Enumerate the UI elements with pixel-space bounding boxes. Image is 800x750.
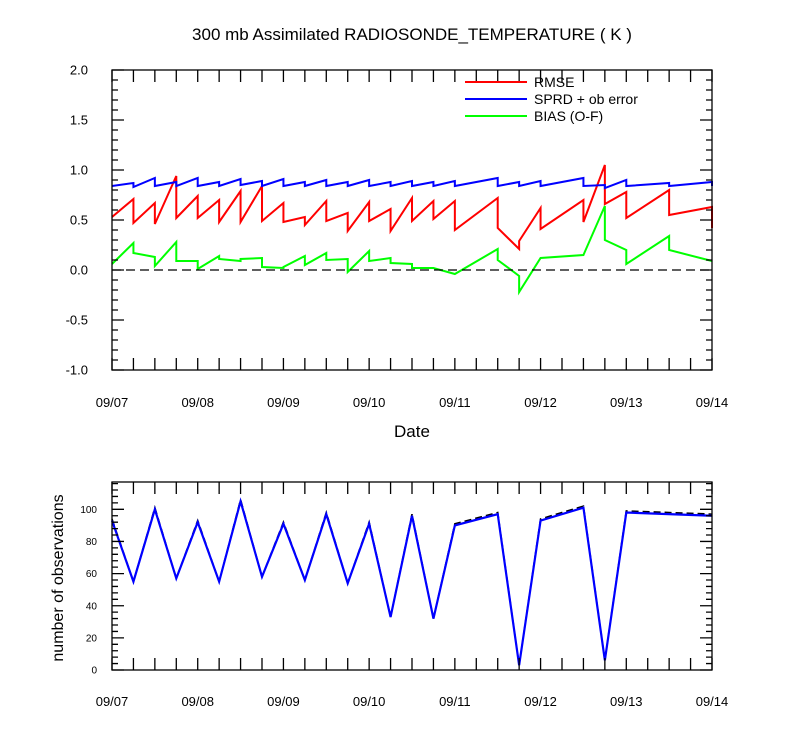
tick-marks xyxy=(111,69,713,371)
x-tick-labels: 09/07 09/08 09/09 09/10 09/11 09/12 09/13 09/14 xyxy=(96,395,729,410)
y-tick-label: 20 xyxy=(86,633,98,644)
y-tick-label: 1.5 xyxy=(70,113,88,128)
x-tick-label: 09/12 xyxy=(524,395,557,410)
axis-ticks xyxy=(111,69,713,371)
x-tick-label: 09/10 xyxy=(353,694,386,709)
x-tick-label: 09/09 xyxy=(267,694,300,709)
series-line-bias-o-f xyxy=(111,205,713,296)
tick-marks xyxy=(111,482,713,671)
y-tick-label: 40 xyxy=(86,601,98,612)
y-tick-label: -1.0 xyxy=(66,363,88,378)
x-tick-label: 09/14 xyxy=(696,694,729,709)
y-tick-label: 1.0 xyxy=(70,163,88,178)
x-tick-label: 09/08 xyxy=(181,395,214,410)
x-tick-label: 09/14 xyxy=(696,395,729,410)
series-line-rmse xyxy=(111,164,713,252)
rmse-panel: 300 mb Assimilated RADIOSONDE_TEMPERATUR… xyxy=(66,25,729,441)
y-tick-label: 0.0 xyxy=(70,263,88,278)
x-tick-label: 09/13 xyxy=(610,395,643,410)
x-tick-label: 09/13 xyxy=(610,694,643,709)
series-line-possible xyxy=(111,496,713,666)
legend-label: SPRD + ob error xyxy=(534,91,638,107)
series-layer xyxy=(111,164,713,296)
x-axis-label: Date xyxy=(394,422,430,441)
y-tick-label: 0.5 xyxy=(70,213,88,228)
legend-label: RMSE xyxy=(534,74,574,90)
series-line-sprd-ob-error xyxy=(111,176,713,190)
y-tick-labels: 0 20 40 60 80 100 xyxy=(80,505,97,677)
y-tick-label: -0.5 xyxy=(66,313,88,328)
plot-frame xyxy=(111,481,713,671)
chart-title: 300 mb Assimilated RADIOSONDE_TEMPERATUR… xyxy=(192,25,632,44)
y-tick-label: 60 xyxy=(86,569,98,580)
x-tick-label: 09/11 xyxy=(439,395,471,410)
x-tick-label: 09/12 xyxy=(524,694,557,709)
series-layer xyxy=(110,496,713,666)
series-line-used xyxy=(110,497,713,666)
x-tick-labels: 09/07 09/08 09/09 09/10 09/11 09/12 09/13 09/14 xyxy=(96,694,729,709)
x-tick-label: 09/11 xyxy=(439,694,471,709)
x-tick-label: 09/08 xyxy=(181,694,214,709)
x-tick-label: 09/10 xyxy=(353,395,386,410)
axis-ticks xyxy=(111,482,713,671)
y-tick-label: 100 xyxy=(80,505,97,516)
y-axis-label: number of observations xyxy=(50,494,67,661)
x-tick-label: 09/07 xyxy=(96,694,129,709)
legend-label: BIAS (O-F) xyxy=(534,108,603,124)
x-tick-label: 09/07 xyxy=(96,395,129,410)
x-tick-label: 09/09 xyxy=(267,395,300,410)
y-tick-labels: -1.0 -0.5 0.0 0.5 1.0 1.5 2.0 xyxy=(66,63,88,378)
y-tick-label: 0 xyxy=(91,666,97,677)
y-tick-label: 2.0 xyxy=(70,63,88,78)
y-tick-label: 80 xyxy=(86,537,98,548)
